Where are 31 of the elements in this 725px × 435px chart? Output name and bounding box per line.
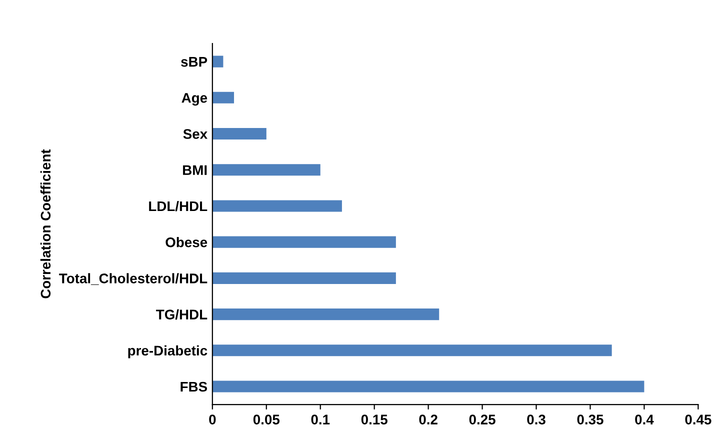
x-tick-label: 0.2 xyxy=(419,414,438,424)
x-tick-label: 0.35 xyxy=(577,414,604,424)
x-tick-label: 0.45 xyxy=(685,414,712,424)
bar xyxy=(212,200,342,212)
bar xyxy=(212,236,396,248)
x-tick-label: 0.15 xyxy=(361,414,388,424)
y-tick-label: BMI xyxy=(183,165,207,175)
bar xyxy=(212,164,320,176)
bar xyxy=(212,380,644,392)
bar xyxy=(212,272,396,284)
x-tick-label: 0.4 xyxy=(635,414,654,424)
x-tick-label: 0.25 xyxy=(469,414,496,424)
y-tick-label: Sex xyxy=(183,129,208,139)
y-tick-label: FBS xyxy=(180,382,208,392)
bar xyxy=(212,344,612,356)
y-tick-label: TG/HDL xyxy=(156,309,208,320)
bar xyxy=(212,308,440,320)
bar xyxy=(212,92,234,104)
y-tick-label: sBP xyxy=(181,57,208,67)
x-tick-label: 0.3 xyxy=(527,414,546,424)
bar xyxy=(212,56,224,68)
y-tick-label: Age xyxy=(182,93,208,106)
x-tick-label: 0.1 xyxy=(311,414,330,424)
x-tick-label: 0 xyxy=(209,414,216,424)
y-tick-label: pre-Diabetic xyxy=(128,345,208,358)
y-tick-label: Total_Cholesterol/HDL xyxy=(59,273,208,285)
y-tick-label: LDL/HDL xyxy=(149,200,208,212)
y-axis-title: Correlation Coefficient xyxy=(40,149,51,298)
bar xyxy=(212,128,266,140)
y-tick-label: Obese xyxy=(166,237,208,248)
x-tick-label: 0.05 xyxy=(253,414,280,424)
